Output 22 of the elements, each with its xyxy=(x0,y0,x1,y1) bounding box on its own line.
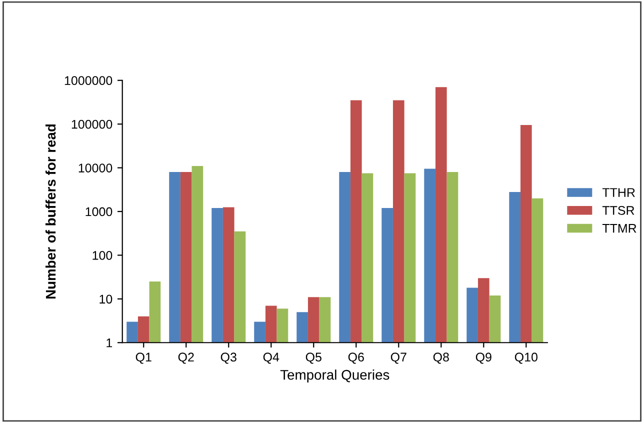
x-tick-label: Q2 xyxy=(178,352,194,364)
x-tick-label: Q10 xyxy=(514,352,538,364)
legend-label: TTMR xyxy=(602,224,636,233)
y-tick-label: 1000 xyxy=(86,207,112,216)
x-tick-label: Q6 xyxy=(348,352,364,364)
x-tick-label: Q8 xyxy=(433,352,449,364)
y-tick-label: 1 xyxy=(106,338,112,348)
x-tick-label: Q4 xyxy=(263,352,280,364)
y-tick-label: 100000 xyxy=(72,120,112,129)
x-tick-label: Q3 xyxy=(220,352,236,364)
x-tick-label: Q7 xyxy=(390,352,406,364)
y-tick-label: 100 xyxy=(92,251,112,260)
x-tick-label: Q5 xyxy=(306,352,322,364)
x-tick-label: Q9 xyxy=(476,352,492,364)
x-axis-title: Temporal Queries xyxy=(280,370,390,383)
x-tick-label: Q1 xyxy=(136,352,152,364)
y-tick-label: 1000000 xyxy=(64,76,112,86)
y-tick-label: 10000 xyxy=(78,164,112,172)
legend-label: TTHR xyxy=(602,188,635,197)
y-axis-title: Number of buffers for read xyxy=(45,124,56,299)
y-tick-label: 10 xyxy=(100,294,112,304)
legend-label: TTSR xyxy=(602,206,634,215)
